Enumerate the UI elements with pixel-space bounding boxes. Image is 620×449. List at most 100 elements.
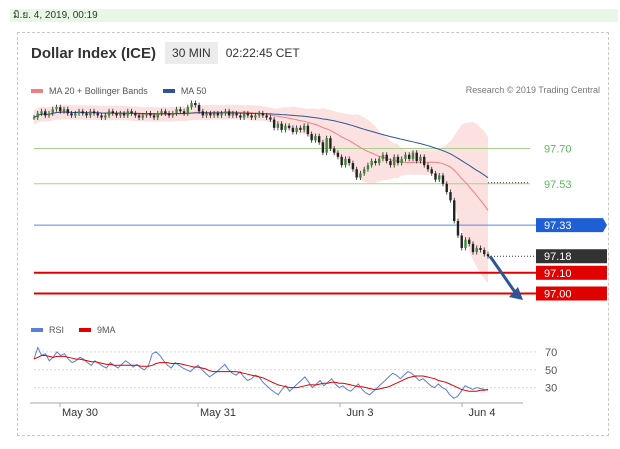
price-candle bbox=[175, 109, 178, 114]
level-label-97.10: 97.10 bbox=[544, 268, 572, 280]
price-candle bbox=[344, 158, 347, 166]
price-candle bbox=[381, 154, 385, 159]
price-candle bbox=[36, 113, 39, 118]
price-candle bbox=[156, 113, 160, 118]
price-candle bbox=[115, 113, 118, 116]
price-candle bbox=[302, 125, 306, 130]
forecast-arrow-shaft bbox=[488, 255, 519, 296]
price-candle bbox=[164, 111, 167, 114]
level-tag-97.00 bbox=[536, 286, 607, 301]
timeframe-badge[interactable]: 30 MIN bbox=[165, 42, 218, 64]
price-candle bbox=[374, 160, 377, 164]
price-candle bbox=[231, 113, 235, 116]
bollinger-band bbox=[34, 104, 488, 284]
price-candle bbox=[392, 156, 396, 166]
level-label-97.18: 97.18 bbox=[544, 251, 572, 263]
price-candle bbox=[471, 243, 475, 253]
price-candle bbox=[284, 125, 287, 130]
rsi-tick-30: 30 bbox=[545, 383, 557, 395]
price-candle bbox=[280, 123, 283, 130]
price-candle bbox=[362, 169, 366, 174]
legend-label-ma50: MA 50 bbox=[180, 86, 207, 96]
price-candle bbox=[269, 117, 272, 120]
price-candle bbox=[389, 160, 392, 166]
legend-label-9ma: 9MA bbox=[97, 325, 116, 335]
price-candle bbox=[325, 138, 328, 153]
price-candle bbox=[468, 239, 471, 244]
price-candle bbox=[310, 134, 313, 141]
price-candle bbox=[62, 109, 66, 112]
price-candle bbox=[77, 111, 81, 114]
legend-item-ma20: MA 20 + Bollinger Bands bbox=[31, 86, 148, 96]
x-tick-label-3: Jun 4 bbox=[469, 407, 496, 419]
price-candle bbox=[126, 111, 130, 116]
price-candle bbox=[441, 175, 445, 184]
level-tag-97.10 bbox=[536, 265, 607, 280]
chart-time: 02:22:45 CET bbox=[225, 46, 300, 60]
price-candle bbox=[351, 163, 355, 170]
rsi-tick-50: 50 bbox=[545, 365, 557, 377]
price-candle bbox=[423, 156, 426, 166]
price-candle bbox=[426, 165, 430, 170]
chart-panel: Dollar Index (ICE) 30 MIN 02:22:45 CET M… bbox=[17, 32, 609, 436]
legend-label-ma20: MA 20 + Bollinger Bands bbox=[49, 86, 148, 96]
price-candle bbox=[179, 109, 182, 112]
price-candle bbox=[96, 113, 99, 116]
price-candle bbox=[359, 173, 362, 178]
rsi-9ma-line bbox=[33, 355, 489, 392]
price-candle bbox=[194, 103, 197, 106]
price-candle bbox=[340, 156, 343, 166]
price-candle bbox=[227, 111, 231, 116]
price-candle bbox=[145, 113, 148, 116]
price-candle bbox=[171, 113, 175, 116]
price-candle bbox=[396, 156, 400, 164]
price-candle bbox=[104, 115, 107, 118]
price-candle bbox=[272, 119, 276, 128]
price-candle bbox=[235, 113, 238, 116]
price-candle bbox=[438, 175, 441, 180]
price-candle bbox=[430, 169, 433, 174]
price-candle bbox=[276, 123, 280, 128]
forecast-arrow-head bbox=[509, 287, 523, 300]
level-tag-97.33 bbox=[536, 218, 607, 233]
price-candle bbox=[182, 111, 186, 114]
price-candle bbox=[137, 115, 141, 118]
instrument-title: Dollar Index (ICE) bbox=[31, 44, 157, 62]
level-label-97.53: 97.53 bbox=[544, 179, 572, 191]
price-candle bbox=[449, 192, 452, 201]
legend-swatch-rsi bbox=[31, 328, 43, 332]
price-candle bbox=[460, 235, 463, 248]
price-candle bbox=[336, 152, 340, 157]
price-candle bbox=[295, 127, 298, 132]
price-candle bbox=[209, 113, 212, 116]
price-candle bbox=[85, 113, 88, 116]
price-candle bbox=[40, 111, 43, 114]
price-candle bbox=[265, 115, 268, 118]
price-candle bbox=[119, 113, 122, 116]
level-label-97.33: 97.33 bbox=[544, 220, 572, 232]
price-candle bbox=[314, 136, 317, 141]
price-candle bbox=[456, 221, 460, 236]
price-candle bbox=[32, 117, 36, 119]
level-label-97.00: 97.00 bbox=[544, 289, 572, 301]
price-candle bbox=[299, 127, 302, 130]
price-candle bbox=[408, 154, 411, 159]
price-candle bbox=[434, 173, 437, 180]
legend-item-rsi: RSI bbox=[31, 325, 64, 335]
price-candle bbox=[366, 165, 370, 170]
legend-label-rsi: RSI bbox=[49, 325, 65, 335]
rsi-line bbox=[33, 346, 489, 399]
price-candle bbox=[370, 160, 373, 166]
price-candle bbox=[287, 125, 291, 128]
price-candle bbox=[261, 113, 265, 116]
price-candle bbox=[100, 115, 103, 118]
price-candle bbox=[321, 142, 325, 153]
price-candle bbox=[70, 113, 73, 116]
price-candle bbox=[475, 247, 478, 253]
chart-header: Dollar Index (ICE) 30 MIN 02:22:45 CET bbox=[31, 42, 300, 64]
rsi-tick-70: 70 bbox=[545, 347, 557, 359]
price-candle bbox=[347, 158, 351, 164]
price-candle bbox=[486, 254, 490, 257]
price-candle bbox=[107, 111, 111, 116]
price-candle bbox=[66, 109, 69, 114]
